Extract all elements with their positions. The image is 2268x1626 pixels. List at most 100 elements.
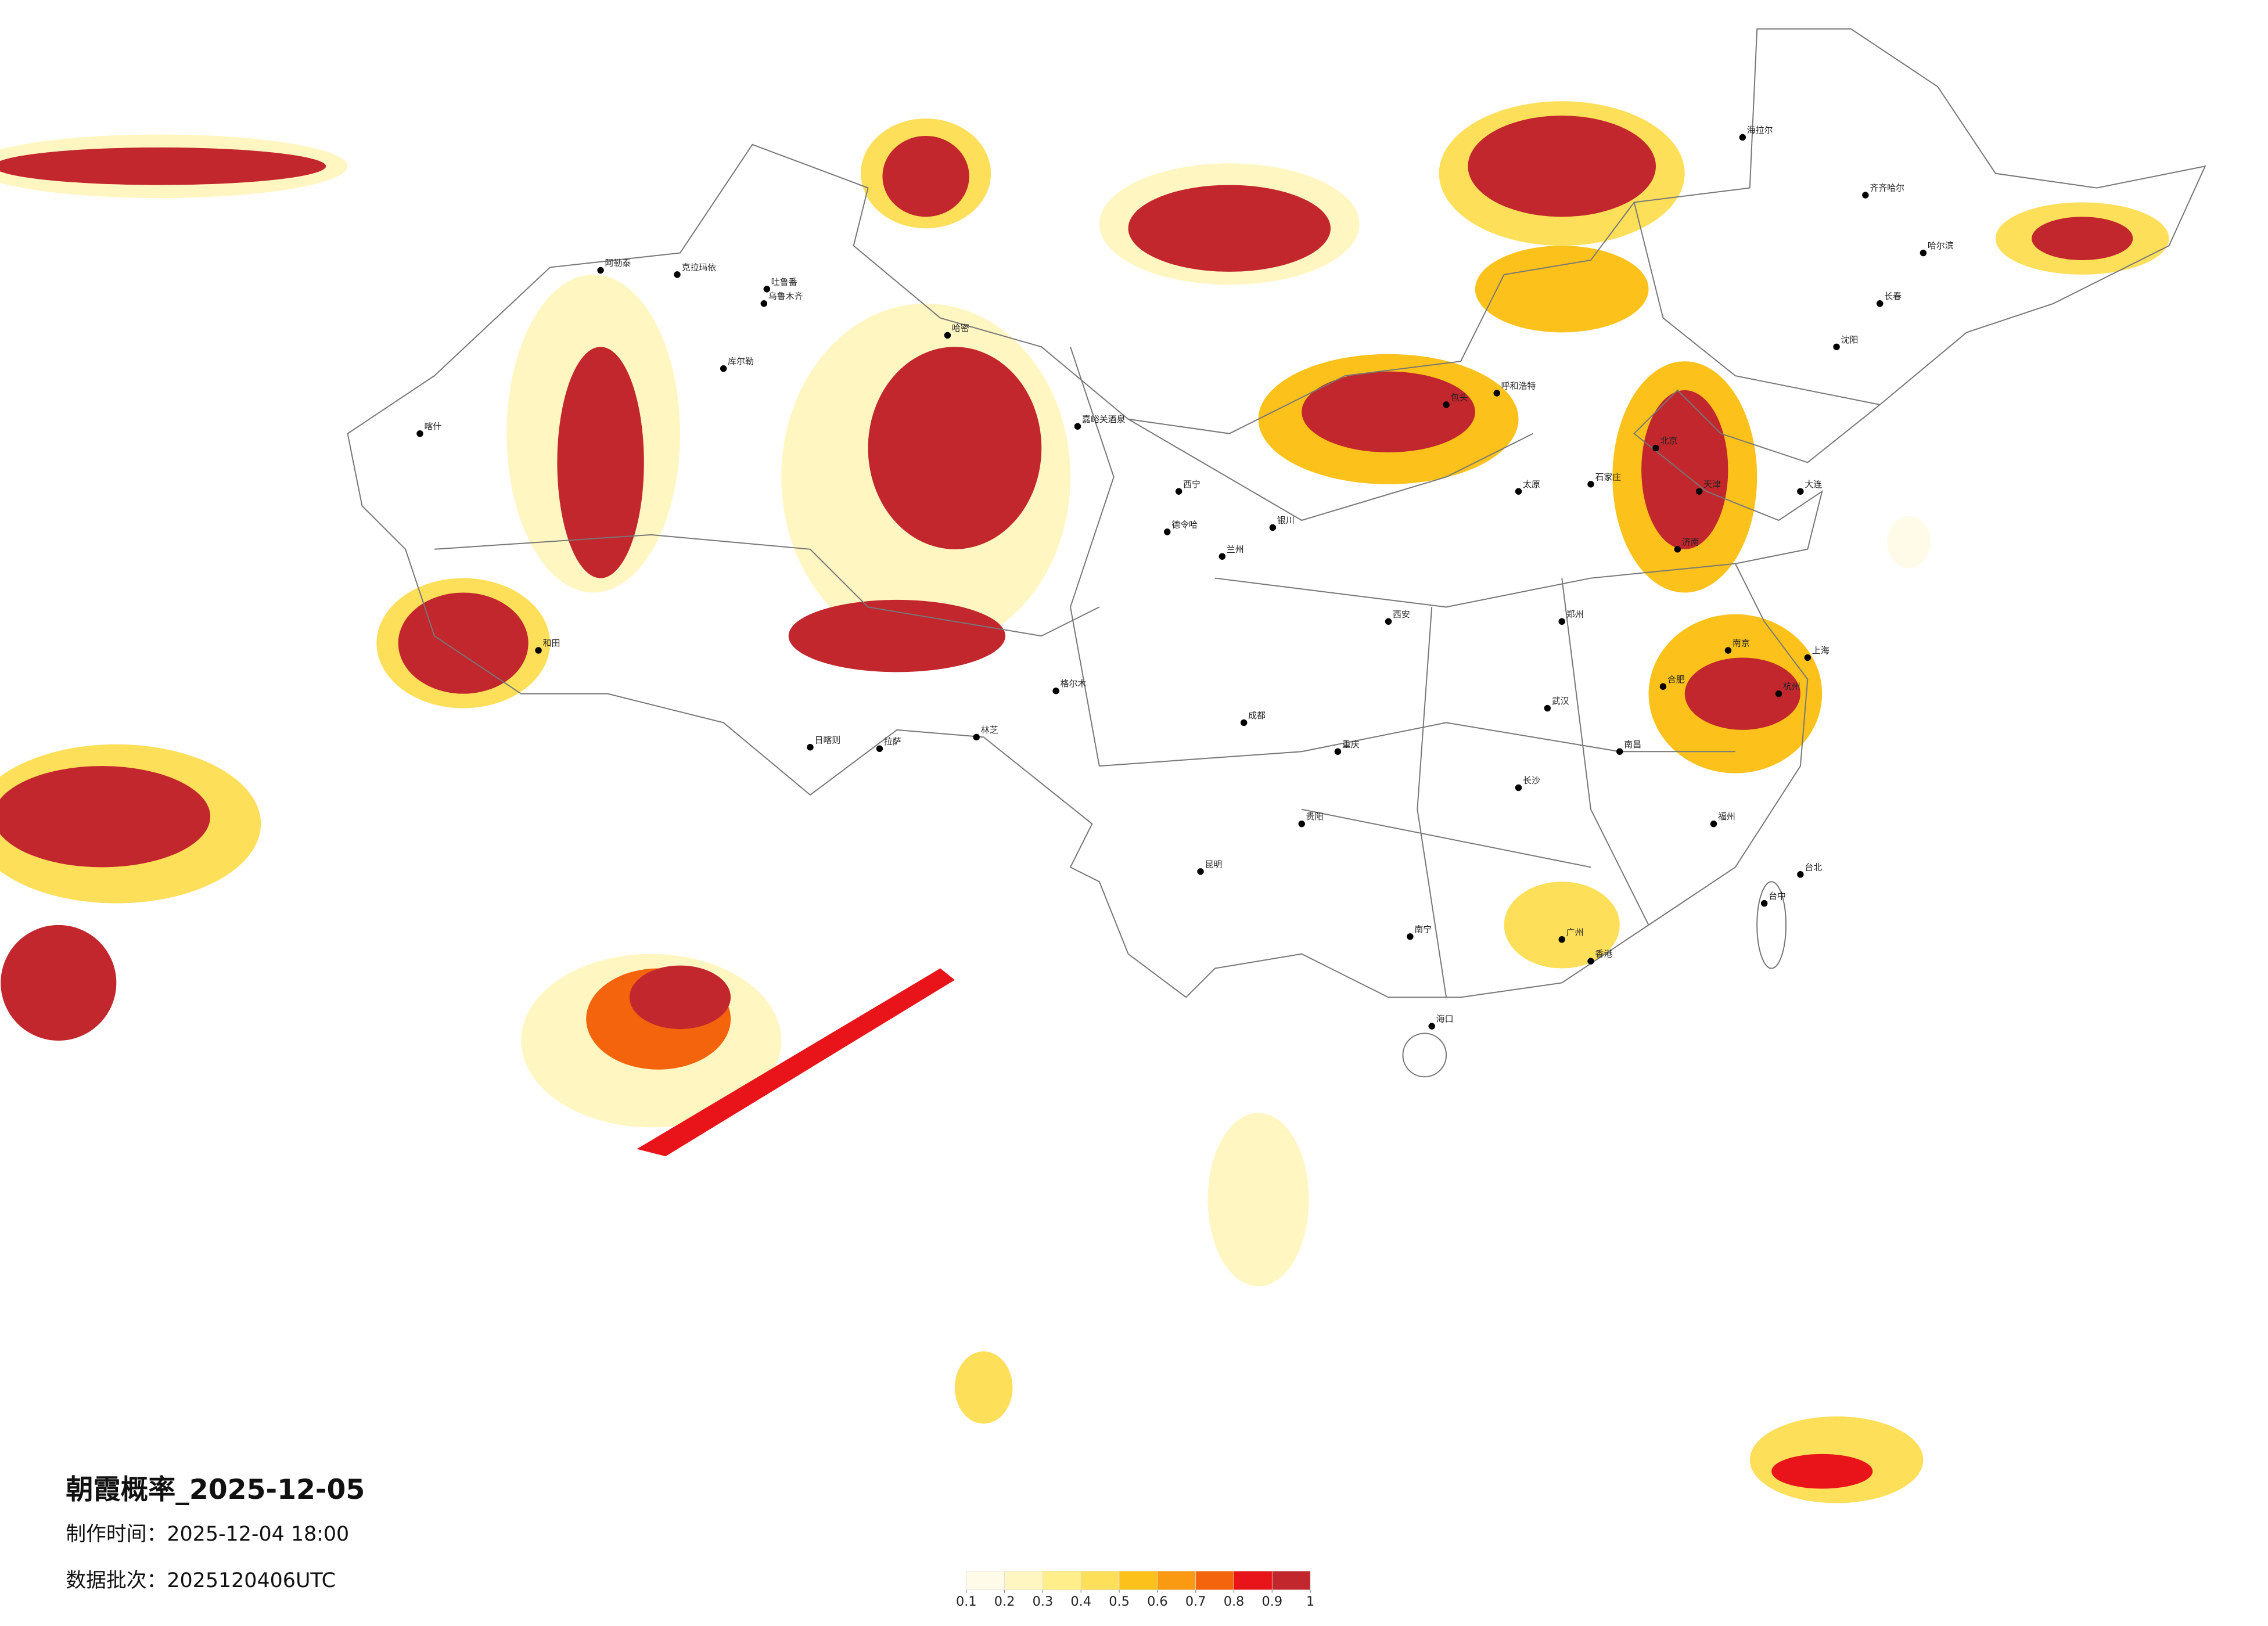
city-label: 吐鲁番 <box>771 276 797 287</box>
legend-swatch <box>966 1571 1005 1591</box>
city-label: 齐齐哈尔 <box>1870 183 1904 193</box>
legend-swatch <box>1080 1571 1120 1591</box>
probability-area <box>637 968 955 1157</box>
city-dot <box>1659 683 1667 690</box>
city-dot <box>1175 488 1182 495</box>
city-dot <box>1920 249 1927 257</box>
city-label: 呼和浩特 <box>1501 381 1536 391</box>
city-label: 合肥 <box>1667 674 1685 685</box>
probability-area <box>868 347 1042 549</box>
city-dot <box>1760 900 1768 907</box>
city-label: 昆明 <box>1205 859 1222 869</box>
probability-area <box>1302 371 1475 453</box>
probability-area <box>1207 1113 1309 1287</box>
probability-area <box>1887 516 1931 569</box>
city-dot <box>1797 871 1804 878</box>
city-label: 贵阳 <box>1306 811 1324 822</box>
city-label: 包头 <box>1451 392 1468 402</box>
city-label: 克拉玛依 <box>681 262 716 272</box>
city-label: 和田 <box>543 638 560 649</box>
city-label: 海拉尔 <box>1747 125 1773 135</box>
city-label: 南昌 <box>1624 739 1641 750</box>
city-label: 日喀则 <box>814 735 840 745</box>
city-label: 武汉 <box>1552 696 1569 706</box>
city-dot <box>1052 687 1059 695</box>
city-label: 大连 <box>1805 479 1822 490</box>
city-label: 银川 <box>1277 515 1295 526</box>
city-dot <box>1428 1023 1435 1030</box>
probability-area <box>0 147 326 185</box>
city-dot <box>1616 748 1623 755</box>
probability-area <box>788 599 1005 672</box>
island-outline <box>1756 881 1787 969</box>
city-label: 天津 <box>1703 479 1721 490</box>
city-label: 石家庄 <box>1595 472 1621 482</box>
city-label: 上海 <box>1812 645 1830 656</box>
legend-tick-label: 0.5 <box>1109 1594 1130 1609</box>
city-label: 西安 <box>1393 609 1410 620</box>
city-dot <box>1587 958 1594 965</box>
city-dot <box>720 365 727 372</box>
legend-tick-label: 0.7 <box>1185 1594 1206 1609</box>
probability-area <box>1684 657 1800 730</box>
city-dot <box>597 267 604 274</box>
city-label: 郑州 <box>1566 609 1584 620</box>
city-label: 长沙 <box>1523 775 1540 786</box>
probability-area <box>2032 217 2133 260</box>
city-dot <box>1544 704 1551 712</box>
city-label: 格尔木 <box>1061 678 1087 689</box>
city-dot <box>944 332 951 339</box>
legend-swatch <box>1195 1571 1234 1591</box>
probability-area <box>1128 185 1331 272</box>
city-dot <box>674 271 681 278</box>
city-label: 兰州 <box>1227 544 1244 555</box>
probability-area <box>1771 1454 1873 1489</box>
legend-tick-label: 0.2 <box>994 1594 1015 1609</box>
legend-tick-label: 0.8 <box>1224 1594 1245 1609</box>
probability-area <box>1475 246 1649 333</box>
city-label: 嘉峪关酒泉 <box>1082 414 1126 425</box>
city-dot <box>1724 647 1732 654</box>
map-title: 朝霞概率_2025-12-05 <box>66 1474 365 1506</box>
city-dot <box>1775 690 1782 697</box>
city-label: 喀什 <box>424 421 441 431</box>
city-dot <box>1739 134 1746 141</box>
probability-area <box>0 766 211 868</box>
city-label: 广州 <box>1566 927 1584 937</box>
city-label: 香港 <box>1595 949 1612 959</box>
city-dot <box>1197 868 1204 875</box>
city-label: 南宁 <box>1414 924 1432 934</box>
probability-area <box>882 135 969 217</box>
city-dot <box>1797 488 1804 495</box>
country-outline <box>347 28 2206 998</box>
city-dot <box>1334 748 1342 755</box>
city-dot <box>1515 488 1522 495</box>
city-label: 乌鲁木齐 <box>768 291 803 301</box>
data-batch: 数据批次：2025120406UTC <box>66 1569 336 1592</box>
city-dot <box>1240 719 1248 726</box>
legend-tick-label: 0.9 <box>1262 1594 1283 1609</box>
probability-area <box>1504 882 1620 969</box>
legend-swatch <box>1234 1571 1273 1591</box>
city-dot <box>1695 488 1703 495</box>
city-dot <box>1674 546 1681 553</box>
city-dot <box>763 286 771 293</box>
city-label: 太原 <box>1523 479 1540 490</box>
legend-swatch <box>1043 1571 1081 1591</box>
city-label: 济南 <box>1682 537 1699 547</box>
city-dot <box>876 745 883 752</box>
city-dot <box>807 744 814 751</box>
city-dot <box>1269 524 1277 531</box>
city-label: 西宁 <box>1183 479 1201 490</box>
city-label: 重庆 <box>1342 739 1360 750</box>
legend-tick-label: 0.4 <box>1070 1594 1091 1609</box>
city-dot <box>416 430 423 437</box>
city-label: 德令哈 <box>1171 519 1198 530</box>
city-label: 海口 <box>1436 1014 1454 1024</box>
probability-area <box>1 924 117 1041</box>
city-dot <box>1710 820 1717 828</box>
city-dot <box>760 300 768 307</box>
